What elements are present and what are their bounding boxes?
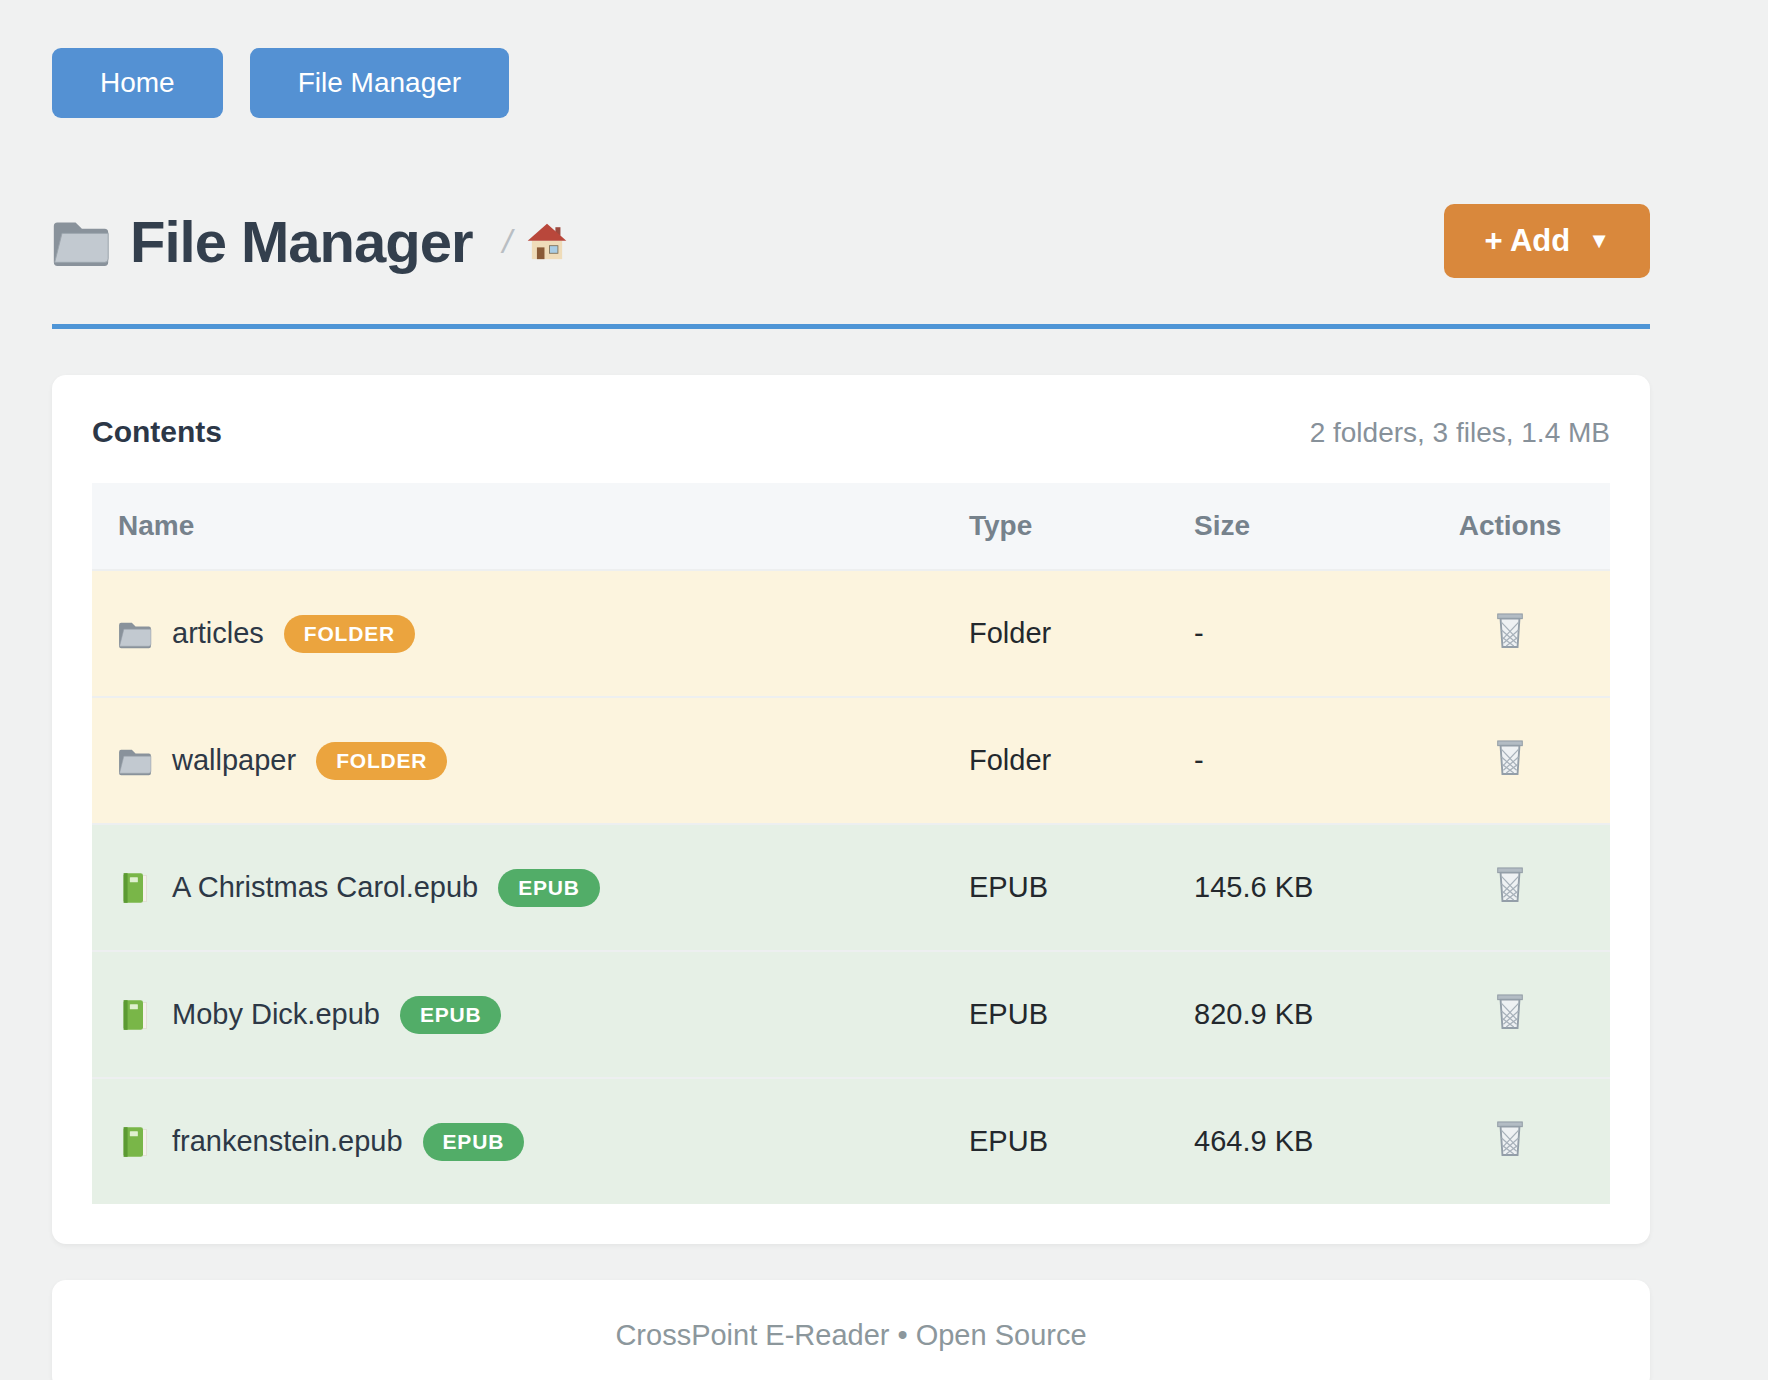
row-type-badge: EPUB [498,869,600,907]
folder-icon [118,618,152,650]
contents-summary: 2 folders, 3 files, 1.4 MB [1310,417,1610,449]
row-type: EPUB [945,1078,1170,1204]
delete-button[interactable] [1493,1119,1527,1157]
header-divider [52,324,1650,329]
row-type-badge: EPUB [423,1123,525,1161]
add-button[interactable]: + Add ▼ [1444,204,1650,278]
add-button-label: + Add [1484,223,1570,259]
table-row: articles FOLDER Folder - [92,570,1610,697]
trash-icon [1493,865,1527,903]
house-icon[interactable] [526,222,568,261]
row-type: Folder [945,570,1170,697]
row-type-badge: FOLDER [316,742,447,780]
folder-icon [52,217,110,266]
trash-icon [1493,611,1527,649]
row-size: 464.9 KB [1170,1078,1410,1204]
delete-button[interactable] [1493,992,1527,1030]
table-row: A Christmas Carol.epub EPUB EPUB 145.6 K… [92,824,1610,951]
row-type: EPUB [945,951,1170,1078]
row-name-link[interactable]: Moby Dick.epub [172,998,380,1031]
nav-file-manager-button[interactable]: File Manager [250,48,509,118]
delete-button[interactable] [1493,738,1527,776]
column-header-actions: Actions [1410,483,1610,570]
delete-button[interactable] [1493,611,1527,649]
footer-text: CrossPoint E-Reader • Open Source [615,1319,1086,1352]
table-row: wallpaper FOLDER Folder - [92,697,1610,824]
column-header-type: Type [945,483,1170,570]
row-name-link[interactable]: wallpaper [172,744,296,777]
breadcrumb: / [503,222,568,261]
table-header-row: Name Type Size Actions [92,483,1610,570]
row-size: - [1170,697,1410,824]
row-type-badge: EPUB [400,996,502,1034]
table-row: Moby Dick.epub EPUB EPUB 820.9 KB [92,951,1610,1078]
book-icon [118,999,152,1031]
page-title: File Manager [130,208,473,275]
column-header-size: Size [1170,483,1410,570]
row-type: EPUB [945,824,1170,951]
row-size: - [1170,570,1410,697]
row-name-link[interactable]: frankenstein.epub [172,1125,403,1158]
nav-home-button[interactable]: Home [52,48,223,118]
contents-heading: Contents [92,415,222,449]
row-type-badge: FOLDER [284,615,415,653]
page-container: Home File Manager File Manager / + Add ▼… [52,0,1650,1380]
trash-icon [1493,738,1527,776]
book-icon [118,1126,152,1158]
table-row: frankenstein.epub EPUB EPUB 464.9 KB [92,1078,1610,1204]
row-type: Folder [945,697,1170,824]
contents-card: Contents 2 folders, 3 files, 1.4 MB Name… [52,375,1650,1244]
trash-icon [1493,992,1527,1030]
trash-icon [1493,1119,1527,1157]
column-header-name: Name [92,483,945,570]
folder-icon [118,745,152,777]
top-nav: Home File Manager [52,0,1650,118]
row-size: 145.6 KB [1170,824,1410,951]
row-size: 820.9 KB [1170,951,1410,1078]
breadcrumb-separator: / [503,222,512,261]
page-header: File Manager / + Add ▼ [52,204,1650,278]
row-name-link[interactable]: articles [172,617,264,650]
footer: CrossPoint E-Reader • Open Source [52,1280,1650,1380]
delete-button[interactable] [1493,865,1527,903]
chevron-down-icon: ▼ [1588,228,1610,254]
file-table: Name Type Size Actions articles FOLDER F… [92,483,1610,1204]
row-name-link[interactable]: A Christmas Carol.epub [172,871,478,904]
table-body: articles FOLDER Folder - wallpaper FOLDE… [92,570,1610,1204]
book-icon [118,872,152,904]
